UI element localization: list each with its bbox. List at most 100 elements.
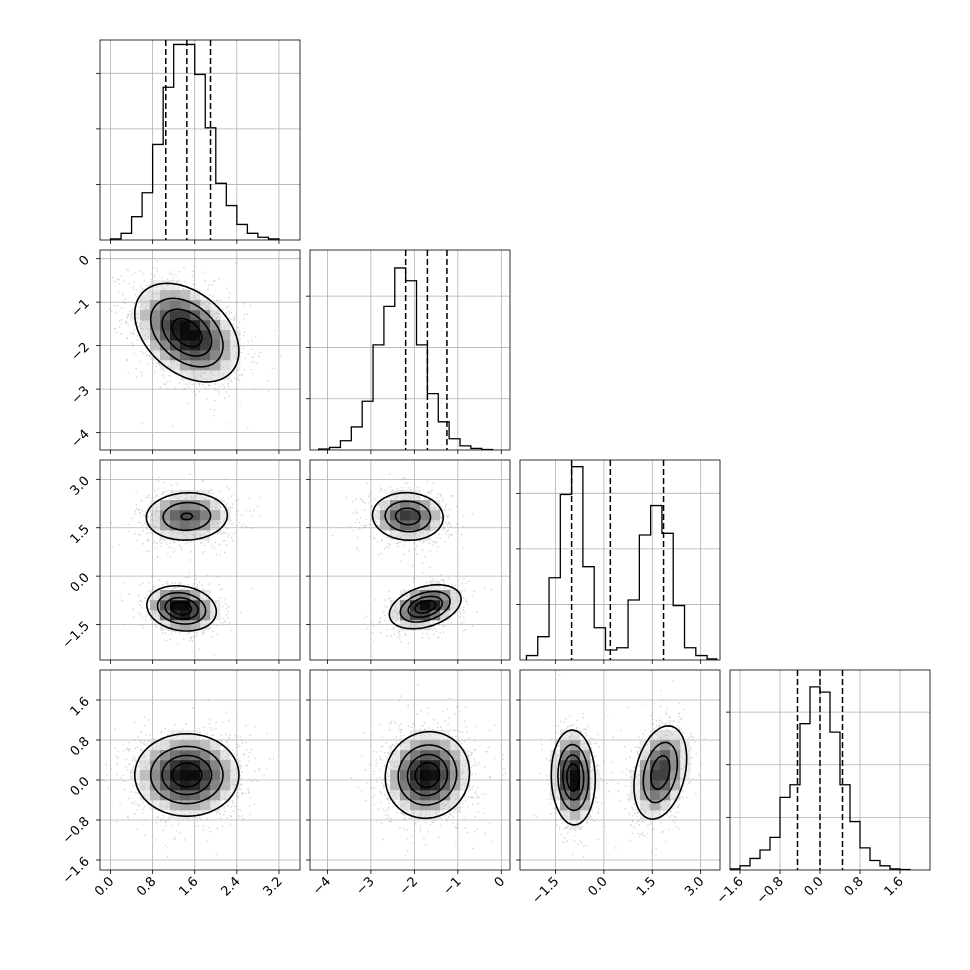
contour-level-2	[394, 507, 443, 618]
density-cell	[160, 320, 171, 331]
density-cell	[400, 740, 411, 751]
density-cell	[440, 750, 451, 761]
density-cell	[170, 760, 181, 771]
contour-level-1	[397, 744, 458, 806]
density-cell	[550, 770, 561, 781]
density-cell	[160, 340, 171, 351]
density-cell	[440, 800, 451, 811]
density-cell	[160, 300, 171, 311]
density-cell	[380, 520, 391, 531]
density-cell	[180, 620, 191, 631]
density-cell	[220, 790, 231, 801]
x-tick-label: −3	[354, 874, 378, 898]
density-cell	[210, 740, 221, 751]
density-cell	[560, 770, 571, 781]
density-cell	[220, 340, 231, 351]
density-cell	[410, 800, 421, 811]
density-cell	[370, 510, 381, 521]
density-cell	[170, 590, 181, 601]
density-cell	[460, 780, 471, 791]
y-tick-label: 1.6	[68, 694, 93, 719]
density-cell	[190, 340, 201, 351]
density-cell	[390, 520, 401, 531]
density-cell	[210, 510, 221, 521]
y-tick-label: 0.8	[68, 734, 93, 759]
density-cell	[450, 790, 461, 801]
density-cell	[160, 610, 171, 621]
density-cell	[400, 760, 411, 771]
density-cell	[570, 810, 581, 821]
density-cell	[140, 300, 151, 311]
density-cell	[190, 530, 201, 541]
density-cell	[400, 770, 411, 781]
density-cell	[200, 600, 211, 611]
density-cell	[150, 780, 161, 791]
axes-frame	[99, 39, 301, 241]
scatter-panel-2-1	[309, 459, 511, 661]
density-cell	[190, 330, 201, 341]
density-cell	[140, 790, 151, 801]
density-cell	[140, 760, 151, 771]
contour-level-2	[161, 308, 213, 357]
contour-level-2	[161, 754, 213, 796]
x-axis-2: −1.5 0.0 1.5 3.0	[529, 870, 707, 907]
x-tick-label: 0.0	[585, 874, 610, 899]
y-axis-1: 0 −1 −2 −3 −4	[69, 253, 100, 451]
density-cell	[150, 770, 161, 781]
contour-level-0	[134, 733, 240, 817]
density-cell	[190, 790, 201, 801]
density-cell	[420, 780, 431, 791]
density-cell	[150, 740, 161, 751]
scatter-panel-3-2	[519, 669, 721, 871]
scatter-panel-2-0	[99, 459, 301, 661]
density-cell	[170, 350, 181, 361]
density-cell	[570, 780, 581, 791]
x-tick-label: −1.5	[529, 874, 562, 907]
density-cell	[400, 800, 411, 811]
density-cell	[200, 350, 211, 361]
density-cell	[200, 370, 211, 381]
histogram-steps	[109, 43, 280, 240]
density-cell	[440, 610, 451, 621]
density-cell	[170, 320, 181, 331]
y-tick-label: −3	[69, 383, 93, 407]
density-cell	[640, 800, 651, 811]
density-cell	[580, 740, 591, 751]
density-cell	[220, 780, 231, 791]
density-cell	[660, 730, 671, 741]
density-cell	[210, 790, 221, 801]
x-tick-label: 0.8	[134, 874, 159, 899]
density-cell	[180, 310, 191, 321]
density-cell	[140, 750, 151, 761]
density-cell	[160, 520, 171, 531]
density-cell	[190, 360, 201, 371]
density-cell	[220, 360, 231, 371]
y-tick-label: −1.6	[60, 854, 93, 887]
density-cell	[390, 600, 401, 611]
hist-panel-1	[306, 249, 511, 451]
density-cell	[390, 760, 401, 771]
density-cell	[420, 530, 431, 541]
density-cell	[230, 770, 241, 781]
density-cell	[410, 500, 421, 511]
x-axis-3: −1.6 −0.8 0.0 0.8 1.6	[714, 870, 907, 907]
density-cell	[210, 340, 221, 351]
density-cell	[200, 510, 211, 521]
density-cell	[200, 330, 211, 341]
density-cell	[210, 760, 221, 771]
density-cell	[430, 610, 441, 621]
density-cell	[650, 770, 661, 781]
density-cell	[160, 350, 171, 361]
contour-level-0	[145, 492, 229, 632]
density-cell	[160, 290, 171, 301]
contour-level-3	[566, 763, 581, 792]
density-cell	[390, 770, 401, 781]
density-cell	[220, 750, 231, 761]
density-cell	[180, 500, 191, 511]
density-cell	[170, 310, 181, 321]
density-cell	[170, 790, 181, 801]
density-cell	[670, 750, 681, 761]
density-cell	[150, 350, 161, 361]
density-cell	[160, 620, 171, 631]
density-cell	[410, 760, 421, 771]
